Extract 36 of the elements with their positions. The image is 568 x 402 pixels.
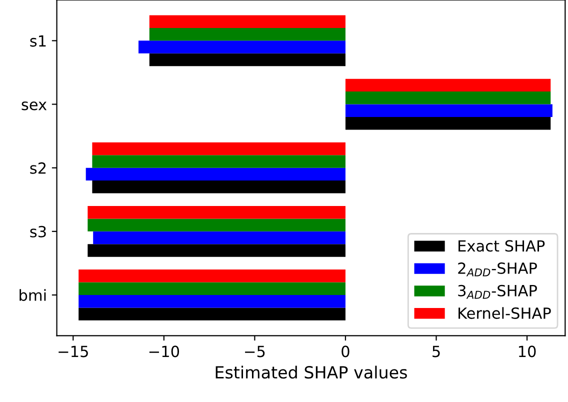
x-tick-label: 5 bbox=[432, 346, 440, 358]
legend-label: Exact SHAP bbox=[458, 240, 545, 252]
bar bbox=[86, 168, 346, 181]
bar bbox=[88, 244, 346, 257]
bar bbox=[149, 15, 346, 28]
y-tick-label: s3 bbox=[30, 226, 46, 238]
y-tick-label: bmi bbox=[20, 289, 46, 302]
bar bbox=[78, 282, 346, 295]
bar bbox=[88, 218, 346, 232]
y-tick-label: s1 bbox=[30, 35, 46, 47]
bar bbox=[92, 180, 346, 194]
x-tick-label: −15 bbox=[58, 346, 88, 358]
bar bbox=[78, 308, 346, 320]
legend-label: 3$_{ADD}$-SHAP bbox=[458, 284, 537, 299]
bar bbox=[92, 155, 346, 168]
bar bbox=[345, 104, 552, 117]
bar bbox=[345, 116, 551, 130]
x-axis-title: Estimated SHAP values bbox=[216, 366, 407, 379]
x-tick-label: −5 bbox=[245, 346, 265, 358]
bar bbox=[138, 40, 346, 54]
bar bbox=[345, 78, 551, 92]
x-tick-label: 0 bbox=[342, 346, 350, 358]
bar bbox=[88, 206, 346, 219]
bar bbox=[92, 142, 346, 156]
legend-label: 2$_{ADD}$-SHAP bbox=[458, 262, 537, 276]
y-tick-label: s2 bbox=[30, 162, 46, 174]
bar bbox=[149, 53, 346, 66]
legend-label: Kernel-SHAP bbox=[458, 307, 551, 319]
bar bbox=[78, 270, 346, 282]
y-tick-label: sex bbox=[22, 102, 47, 110]
x-tick-label: 10 bbox=[518, 346, 536, 358]
bar bbox=[345, 92, 551, 104]
x-tick-label: −10 bbox=[149, 346, 180, 358]
bar bbox=[78, 294, 346, 308]
bar bbox=[149, 28, 346, 41]
bar bbox=[93, 231, 346, 244]
